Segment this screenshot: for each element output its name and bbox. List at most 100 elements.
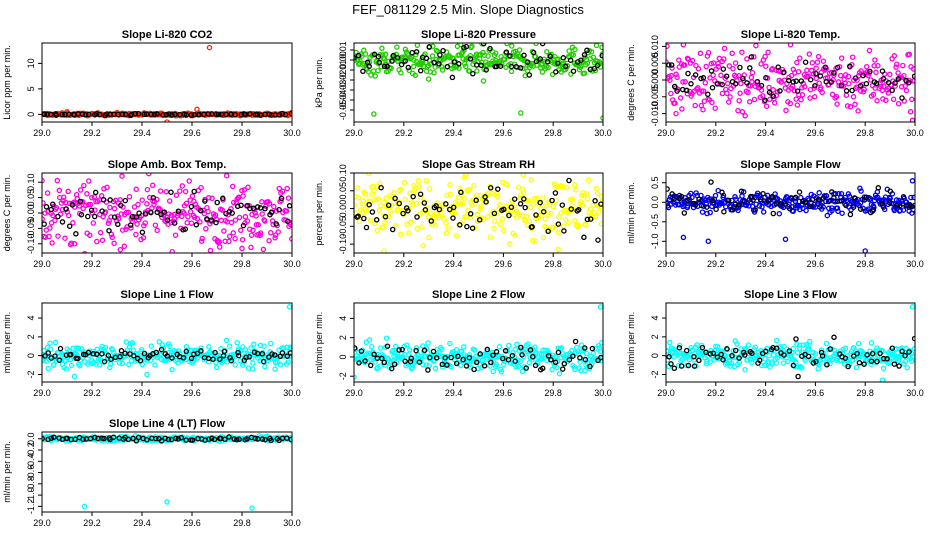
highlight-point [502,348,509,354]
data-point [46,233,52,240]
x-tick-label: 29.4 [445,259,463,269]
highlight-point [487,185,494,191]
highlight-point [555,221,562,227]
highlight-point [508,63,515,70]
outlier-point [164,499,170,505]
y-tick-label: -0.10 [26,234,36,255]
x-tick-label: 29.4 [133,259,151,269]
data-point [782,198,788,205]
data-point [216,244,223,250]
panel-2: Slope Li-820 Pressure kPa per min. 29.0 29.… [314,29,612,138]
highlight-point [785,77,792,84]
data-point [248,232,255,238]
data-point [532,238,539,244]
data-point [679,106,685,112]
outlier-point [463,173,469,178]
highlight-point [714,81,721,87]
data-point [177,188,183,194]
highlight-point [391,361,398,367]
data-point [111,205,118,212]
highlight-point [704,204,710,210]
data-point [672,202,679,208]
data-point [260,246,267,253]
highlight-point [473,62,480,68]
data-point [545,64,551,71]
highlight-point [355,213,361,219]
data-point [68,240,75,246]
data-point [360,198,367,204]
data-point [466,186,473,193]
panel-title: Slope Line 4 (LT) Flow [109,418,225,430]
data-point [144,186,151,193]
data-point [496,353,502,359]
data-point [505,347,511,354]
highlight-point [880,76,887,82]
highlight-point [115,221,121,228]
highlight-point [827,346,833,352]
highlight-point [805,353,812,360]
data-point [169,366,175,373]
data-point [460,344,467,350]
data-point [534,195,540,202]
data-point [901,72,907,79]
data-point [262,218,268,224]
data-point [419,224,425,230]
data-point [893,64,899,70]
highlight-point [581,234,587,241]
highlight-point [208,435,215,442]
highlight-point [820,195,827,201]
data-point [234,339,240,346]
highlight-point [188,355,195,362]
data-point [556,370,563,377]
data-point [466,68,473,74]
data-point [85,201,92,208]
data-point [554,364,560,371]
x-tick-label: 30.0 [283,388,301,398]
highlight-point [735,202,742,208]
highlight-point [521,196,527,202]
data-point [795,364,802,370]
y-tick-label: 0 [26,353,36,358]
highlight-point [769,193,775,200]
data-point [676,57,682,63]
highlight-point [470,70,476,77]
highlight-point [148,209,154,216]
data-point [807,95,813,101]
x-tick-label: 29.0 [345,259,363,269]
highlight-point [55,213,61,220]
data-point [560,223,567,229]
data-point [710,72,716,78]
highlight-point [892,80,898,86]
highlight-point [228,357,235,364]
highlight-point [666,186,670,192]
x-tick-label: 29.8 [544,128,562,138]
data-point [261,343,267,349]
data-point [447,191,454,198]
outlier-point [371,111,377,117]
x-tick-label: 29.6 [495,259,513,269]
highlight-point [809,196,816,203]
data-point [593,43,600,49]
highlight-point [136,210,142,216]
highlight-point [75,355,81,362]
data-point [463,63,469,70]
data-point [834,205,841,211]
x-tick-label: 29.8 [544,388,562,398]
data-point [133,186,139,193]
highlight-point [101,435,107,442]
data-point [598,357,603,364]
y-tick-label: -1.2 [26,499,36,515]
highlight-point [794,88,801,94]
highlight-point [584,47,590,54]
highlight-point [497,63,504,69]
data-point [590,350,597,357]
data-point [368,72,374,78]
highlight-point [676,345,683,351]
highlight-point [198,207,204,214]
highlight-point [781,352,787,358]
data-point [77,363,83,369]
outlier-point [787,43,794,48]
outlier-point [425,76,432,82]
highlight-point [205,111,212,117]
data-point [904,364,911,371]
